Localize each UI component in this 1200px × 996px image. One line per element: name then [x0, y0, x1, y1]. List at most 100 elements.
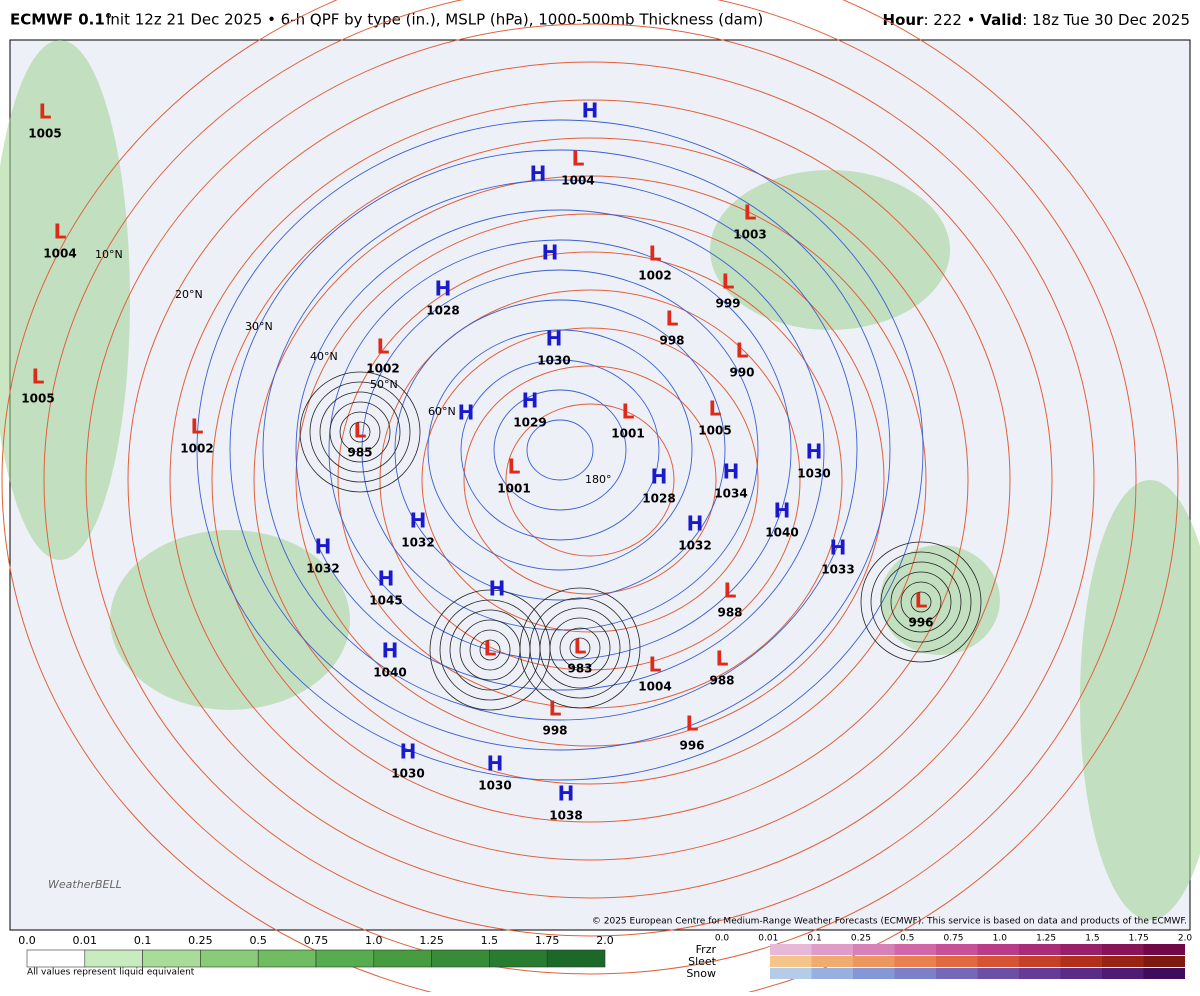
legend-tick-label: 0.75 [304, 934, 329, 947]
pressure-symbol: H [530, 162, 547, 186]
isobar [559, 627, 601, 669]
thickness-contour [463, 365, 717, 595]
pressure-symbol: H [542, 241, 559, 265]
pressure-value: 1032 [401, 536, 434, 550]
legend-tick-label: 0.01 [73, 934, 98, 947]
isobar [526, 419, 594, 481]
legend-note: All values represent liquid equivalent [27, 968, 195, 978]
isobar [870, 551, 972, 653]
pressure-value: 1029 [513, 416, 546, 430]
pressure-symbol: L [709, 397, 722, 421]
isobar [394, 299, 726, 601]
legend-swatch [977, 956, 1019, 967]
header-segment: Hour [883, 11, 925, 29]
isobar [309, 381, 411, 483]
pressure-symbol: H [489, 577, 506, 601]
legend-swatch [811, 944, 853, 955]
pressure-symbol: L [736, 339, 749, 363]
pressure-value: 1004 [561, 174, 594, 188]
thickness-contour [211, 137, 969, 823]
latitude-label: 20°N [175, 288, 203, 301]
legend-tick-label: 0.5 [900, 934, 914, 944]
legend-tick-label: 2.0 [1178, 934, 1193, 944]
legend-swatch [853, 956, 895, 967]
isobar [900, 581, 942, 623]
pressure-value: 1002 [638, 269, 671, 283]
pressure-value: 1005 [28, 127, 61, 141]
pressure-value: 1004 [43, 247, 76, 261]
isobar [427, 329, 693, 571]
pressure-symbol: H [382, 639, 399, 663]
pressure-symbol: L [744, 201, 757, 225]
legend-row-label: Sleet [688, 955, 717, 968]
pressure-symbol: H [687, 512, 704, 536]
latitude-label: 40°N [310, 350, 338, 363]
legend-swatch [1060, 956, 1102, 967]
pressure-symbol: L [191, 415, 204, 439]
isobar [229, 149, 891, 751]
pressure-symbol: H [582, 99, 599, 123]
pressure-value: 1040 [373, 666, 406, 680]
isobar [549, 617, 611, 679]
legend-swatch [489, 949, 548, 968]
pressure-symbol: H [378, 567, 395, 591]
pressure-symbol: L [354, 419, 367, 443]
pressure-symbol: H [546, 327, 563, 351]
pressure-symbol: L [666, 307, 679, 331]
pressure-value: 996 [908, 616, 933, 630]
thickness-contour [295, 213, 885, 747]
isobar [910, 591, 932, 613]
pressure-symbol: H [458, 401, 475, 425]
thickness-contour [85, 23, 1095, 937]
pressure-value: 1028 [642, 492, 675, 506]
pressure-symbol: H [774, 499, 791, 523]
thickness-contour [43, 0, 1137, 975]
isobar [262, 179, 858, 721]
legend-swatch [1102, 956, 1144, 967]
isobar [880, 561, 962, 643]
pressure-symbol: L [377, 335, 390, 359]
legend-swatch [894, 968, 936, 979]
isobar [196, 119, 924, 781]
pressure-value: 1004 [638, 680, 671, 694]
legend-swatch [1019, 968, 1061, 979]
pressure-symbol: H [315, 535, 332, 559]
pressure-value: 1005 [698, 424, 731, 438]
header-segment: : 222 • [923, 11, 980, 29]
type-legend: 0.0 0.01 0.1 0.25 0.5 0.75 1.0 1.25 1.5 1.75 2.0 Fr… [686, 934, 1192, 981]
isobar [460, 359, 660, 541]
logo: WeatherBELL [48, 878, 122, 891]
legend-swatch [936, 968, 978, 979]
legend-tick-label: 0.0 [715, 934, 730, 944]
pressure-value: 1040 [765, 526, 798, 540]
isobar [349, 421, 371, 443]
legend-swatch [894, 956, 936, 967]
legend-swatch [200, 949, 259, 968]
pressure-symbol: H [651, 465, 668, 489]
pressure-symbol: H [400, 740, 417, 764]
legend-swatch [977, 968, 1019, 979]
thickness-contour [337, 251, 843, 709]
isobar [479, 639, 501, 661]
legend-swatch [853, 944, 895, 955]
pressure-value: 1028 [426, 304, 459, 318]
legend-swatch [1019, 944, 1061, 955]
legend-swatch [431, 949, 490, 968]
pressure-symbol: L [915, 589, 928, 613]
legend-swatch [894, 944, 936, 955]
map-frame [9, 39, 1191, 931]
pressure-value: 1003 [733, 228, 766, 242]
pressure-symbol: L [716, 647, 729, 671]
pressure-value: 1032 [678, 539, 711, 553]
thickness-contour [253, 175, 927, 785]
legend-swatch [1060, 944, 1102, 955]
pressure-symbol: L [484, 637, 497, 661]
legend-swatch [770, 968, 812, 979]
legend-swatch [84, 949, 143, 968]
legend-swatch [26, 949, 86, 968]
precip-area [880, 545, 1000, 655]
legend-tick-label: 1.25 [1036, 934, 1056, 944]
legend-swatch [936, 956, 978, 967]
